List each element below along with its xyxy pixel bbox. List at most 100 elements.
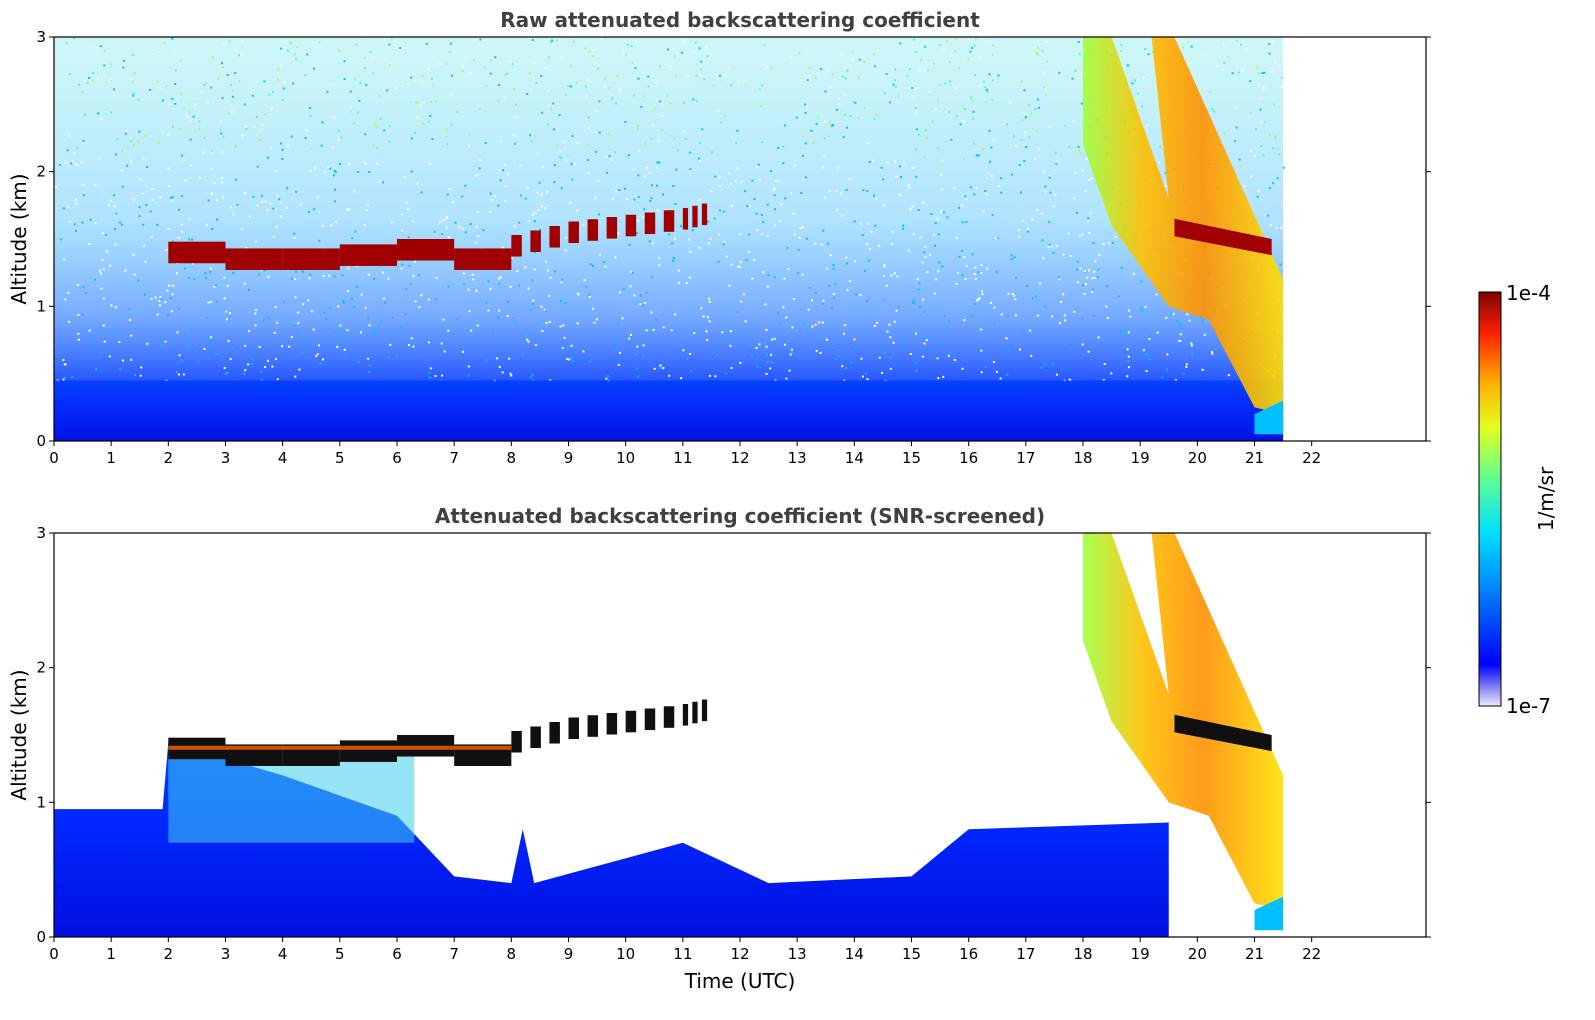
- x-tick-label: 16: [959, 945, 978, 963]
- x-tick-label: 10: [616, 449, 635, 467]
- backscatter-noise-field: [54, 37, 1284, 441]
- noise-speckle: [55, 37, 1285, 383]
- cloud-segment: [339, 244, 397, 266]
- late-clouds: [1083, 37, 1284, 435]
- cloud-base: [1254, 400, 1284, 435]
- y-tick-label: 0: [36, 928, 46, 946]
- x-tick-label: 21: [1245, 945, 1264, 963]
- x-tick-label: 0: [49, 449, 59, 467]
- screened-heatmap-area: [54, 533, 1284, 937]
- x-tick-label: 21: [1245, 449, 1264, 467]
- cloud-segment: [663, 706, 675, 728]
- cloud-segment: [168, 241, 226, 264]
- cloud-segment: [511, 730, 522, 753]
- y-tick-label: 2: [36, 163, 46, 181]
- panel-title: Raw attenuated backscattering coefficien…: [500, 8, 980, 32]
- cloud-segment: [644, 212, 656, 235]
- y-axis-ticks: 0 1 2 3: [36, 28, 1431, 450]
- x-tick-label: 2: [164, 945, 174, 963]
- cloud-segment: [625, 710, 637, 733]
- y-axis-label: Altitude (km): [7, 669, 31, 800]
- x-tick-label: 10: [616, 945, 635, 963]
- cloud-segment: [1174, 714, 1272, 752]
- colorbar-max-label: 1e-4: [1506, 281, 1551, 305]
- x-tick-label: 12: [730, 945, 749, 963]
- cloud-edge: [168, 745, 512, 750]
- cloud-segment: [339, 740, 397, 762]
- x-tick-label: 16: [959, 449, 978, 467]
- cloud-base: [1254, 896, 1284, 931]
- cloud-segment: [397, 239, 455, 261]
- x-axis-ticks: 0 1 2 3 4 5 6 7 8 9 10 11 12 13 14 15 16 17 18 19 20 21 22: [49, 441, 1321, 467]
- x-tick-label: 5: [335, 945, 345, 963]
- cloud-layer: [168, 203, 708, 270]
- colorbar: 1e-4 1e-7 1/m/sr: [1478, 281, 1558, 718]
- cloud-segment: [454, 248, 512, 270]
- x-tick-label: 9: [564, 449, 574, 467]
- x-tick-label: 6: [392, 945, 402, 963]
- x-tick-label: 17: [1016, 945, 1035, 963]
- x-axis-ticks: 0 1 2 3 4 5 6 7 8 9 10 11 12 13 14 15 16 17 18 19 20 21 22: [49, 937, 1321, 963]
- y-axis-label: Altitude (km): [7, 173, 31, 304]
- x-tick-label: 7: [449, 945, 459, 963]
- x-tick-label: 6: [392, 449, 402, 467]
- x-tick-label: 8: [507, 945, 517, 963]
- x-tick-label: 2: [164, 449, 174, 467]
- boundary-layer: [54, 741, 1169, 937]
- cloud-segment: [530, 726, 541, 749]
- boundary-layer: [54, 380, 1284, 441]
- y-tick-label: 1: [36, 297, 46, 315]
- y-axis-ticks: 0 1 2 3: [36, 524, 1431, 946]
- x-tick-label: 22: [1302, 449, 1321, 467]
- x-tick-label: 14: [845, 945, 864, 963]
- cloud-segment: [282, 248, 340, 270]
- x-tick-label: 12: [730, 449, 749, 467]
- cloud-segment: [225, 744, 283, 766]
- x-tick-label: 19: [1131, 449, 1150, 467]
- snr-screened-panel: Attenuated backscattering coefficient (S…: [7, 504, 1431, 993]
- y-tick-label: 3: [36, 524, 46, 542]
- colorbar-unit-label: 1/m/sr: [1534, 466, 1558, 531]
- x-tick-label: 22: [1302, 945, 1321, 963]
- cloud-segment: [692, 205, 698, 228]
- y-tick-label: 1: [36, 793, 46, 811]
- aerosol-haze: [168, 755, 415, 843]
- raw-heatmap-area: [54, 37, 1285, 441]
- x-tick-label: 20: [1188, 449, 1207, 467]
- x-tick-label: 11: [673, 945, 692, 963]
- cloud-segment: [701, 699, 708, 722]
- x-tick-label: 4: [278, 449, 288, 467]
- cloud-segment: [454, 744, 512, 766]
- x-tick-label: 11: [673, 449, 692, 467]
- x-tick-label: 20: [1188, 945, 1207, 963]
- x-tick-label: 5: [335, 449, 345, 467]
- x-tick-label: 9: [564, 945, 574, 963]
- x-tick-label: 3: [221, 449, 231, 467]
- cloud-segment: [568, 221, 579, 244]
- cloud-segment: [282, 744, 340, 766]
- y-tick-label: 0: [36, 432, 46, 450]
- x-tick-label: 13: [788, 945, 807, 963]
- x-tick-label: 14: [845, 449, 864, 467]
- y-tick-label: 2: [36, 659, 46, 677]
- cloud-segment: [549, 225, 560, 248]
- x-tick-label: 4: [278, 945, 288, 963]
- x-tick-label: 18: [1073, 449, 1092, 467]
- x-tick-label: 8: [507, 449, 517, 467]
- x-tick-label: 7: [449, 449, 459, 467]
- cloud-segment: [568, 717, 579, 740]
- colorbar-gradient: [1478, 291, 1502, 707]
- cloud-segment: [663, 210, 675, 232]
- cloud-segment: [701, 203, 708, 226]
- cloud-segment: [587, 219, 599, 241]
- y-tick-label: 3: [36, 28, 46, 46]
- x-tick-label: 0: [49, 945, 59, 963]
- colorbar-min-label: 1e-7: [1506, 694, 1551, 718]
- cloud-segment: [606, 713, 618, 735]
- cloud-layer: [168, 699, 708, 766]
- cloud-segment: [606, 217, 618, 239]
- cloud-segment: [682, 208, 689, 230]
- x-tick-label: 3: [221, 945, 231, 963]
- x-tick-label: 15: [902, 945, 921, 963]
